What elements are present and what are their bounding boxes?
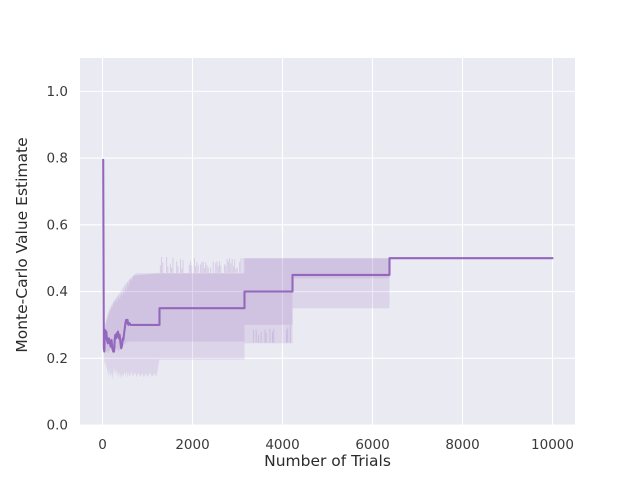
y-tick-label: 1.0: [47, 84, 68, 100]
plot-background: [80, 58, 575, 425]
x-tick-label: 6000: [355, 437, 389, 453]
x-axis-label: Number of Trials: [264, 452, 391, 470]
x-tick-label: 0: [98, 437, 107, 453]
y-tick-label: 0.2: [47, 351, 68, 367]
x-tick-label: 2000: [175, 437, 209, 453]
y-tick-label: 0.6: [47, 217, 68, 233]
inner-confidence-band: [105, 258, 390, 354]
x-tick-label: 8000: [445, 437, 479, 453]
monte-carlo-value-estimate-line: [102, 158, 554, 353]
y-tick-label: 0.0: [47, 418, 68, 434]
x-tick-label: 10000: [531, 437, 574, 453]
y-tick-label: 0.4: [47, 284, 68, 300]
outer-confidence-band: [103, 258, 390, 380]
y-tick-label: 0.8: [47, 151, 68, 167]
y-axis-label: Monte-Carlo Value Estimate: [13, 137, 31, 353]
x-tick-label: 4000: [265, 437, 299, 453]
